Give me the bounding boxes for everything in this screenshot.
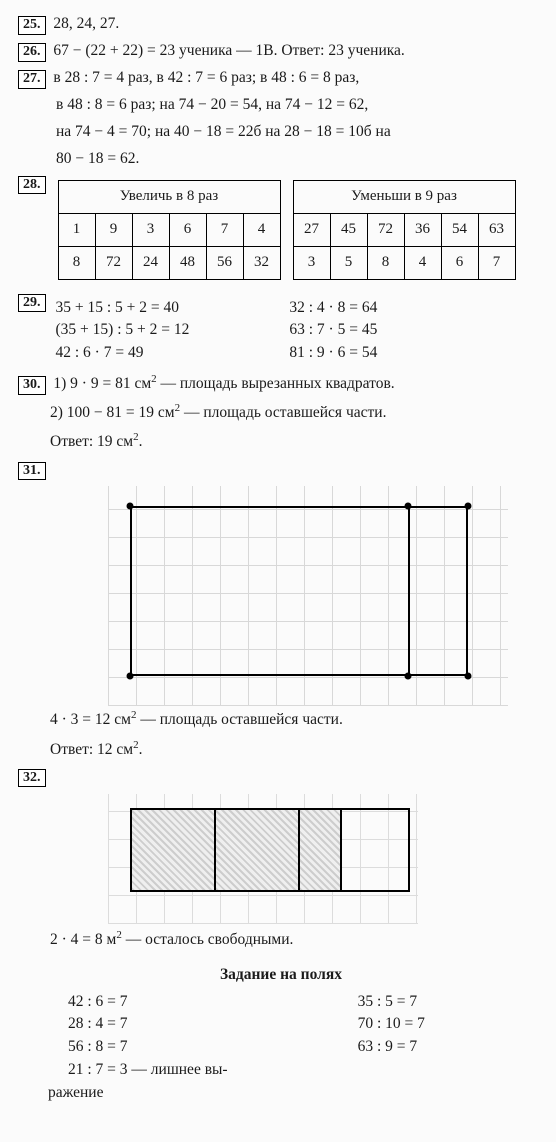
text: 4 · 3 = 12 см2 — площадь оставшейся част… bbox=[18, 708, 544, 731]
answer: Ответ: 19 см2. bbox=[18, 430, 544, 453]
table-cell: 1 bbox=[58, 213, 95, 246]
table-cell: 32 bbox=[243, 246, 280, 279]
table-cell: 3 bbox=[132, 213, 169, 246]
col-left: 42 : 6 = 728 : 4 = 756 : 8 = 721 : 7 = 3… bbox=[68, 992, 228, 1084]
problem-number: 29. bbox=[18, 294, 46, 313]
problem-28: 28. Увеличь в 8 раз 193674 87224485632 У… bbox=[18, 176, 544, 288]
problem-26: 26. 67 − (22 + 22) = 23 ученика — 1В. От… bbox=[18, 41, 544, 62]
table-decrease: Уменьши в 9 раз 274572365463 358467 bbox=[293, 180, 516, 280]
problem-27: 27. в 28 : 7 = 4 раз, в 42 : 7 = 6 раз; … bbox=[18, 68, 544, 89]
problem-number: 31. bbox=[18, 462, 46, 481]
diagram-32 bbox=[108, 794, 418, 924]
equation: 70 : 10 = 7 bbox=[358, 1014, 425, 1035]
table-cell: 3 bbox=[293, 246, 330, 279]
text: в 48 : 8 = 6 раз; на 74 − 20 = 54, на 74… bbox=[18, 95, 544, 116]
table-cell: 63 bbox=[478, 213, 515, 246]
equation: 63 : 7 · 5 = 45 bbox=[289, 320, 377, 341]
text: 67 − (22 + 22) = 23 ученика — 1В. Ответ:… bbox=[53, 42, 404, 59]
table-cell: 4 bbox=[404, 246, 441, 279]
equation: 35 : 5 = 7 bbox=[358, 992, 425, 1013]
vertex-dot bbox=[465, 673, 472, 680]
text: 2 · 4 = 8 м2 — осталось свободными. bbox=[18, 928, 544, 951]
table-cell: 27 bbox=[293, 213, 330, 246]
margin-heading: Задание на полях bbox=[18, 965, 544, 986]
table-cell: 54 bbox=[441, 213, 478, 246]
table-cell: 8 bbox=[58, 246, 95, 279]
shaded-cell bbox=[132, 810, 216, 890]
text: 80 − 18 = 62. bbox=[18, 149, 544, 170]
problem-30: 30. 1) 9 · 9 = 81 см2 — площадь вырезанн… bbox=[18, 372, 544, 395]
equation: 32 : 4 · 8 = 64 bbox=[289, 298, 377, 319]
problem-32: 32. bbox=[18, 767, 544, 788]
problem-number: 26. bbox=[18, 43, 46, 62]
table-cell: 6 bbox=[441, 246, 478, 279]
vertex-dot bbox=[127, 503, 134, 510]
text: в 28 : 7 = 4 раз, в 42 : 7 = 6 раз; в 48… bbox=[53, 69, 359, 86]
equation: 21 : 7 = 3 — лишнее вы- bbox=[68, 1060, 228, 1081]
empty-cell bbox=[342, 810, 408, 890]
vertex-dot bbox=[405, 503, 412, 510]
table-cell: 24 bbox=[132, 246, 169, 279]
problem-number: 28. bbox=[18, 176, 46, 195]
shaded-cell bbox=[300, 810, 342, 890]
table-cell: 72 bbox=[95, 246, 132, 279]
problem-25: 25. 28, 24, 27. bbox=[18, 14, 544, 35]
table-cell: 7 bbox=[478, 246, 515, 279]
equation: 42 : 6 · 7 = 49 bbox=[56, 343, 190, 364]
vertex-dot bbox=[127, 673, 134, 680]
col-left: 35 + 15 : 5 + 2 = 40(35 + 15) : 5 + 2 = … bbox=[56, 298, 190, 367]
col-right: 35 : 5 = 770 : 10 = 763 : 9 = 7 bbox=[358, 992, 425, 1084]
margin-columns: 42 : 6 = 728 : 4 = 756 : 8 = 721 : 7 = 3… bbox=[18, 992, 544, 1084]
shaded-cell bbox=[216, 810, 300, 890]
col-right: 32 : 4 · 8 = 6463 : 7 · 5 = 4581 : 9 · 6… bbox=[289, 298, 377, 367]
table-cell: 72 bbox=[367, 213, 404, 246]
equation: 28 : 4 = 7 bbox=[68, 1014, 228, 1035]
table-increase: Увеличь в 8 раз 193674 87224485632 bbox=[58, 180, 281, 280]
problem-number: 27. bbox=[18, 70, 46, 89]
equation: 35 + 15 : 5 + 2 = 40 bbox=[56, 298, 190, 319]
problem-29: 29. 35 + 15 : 5 + 2 = 40(35 + 15) : 5 + … bbox=[18, 294, 544, 367]
table-head: Уменьши в 9 раз bbox=[293, 180, 515, 213]
equation: (35 + 15) : 5 + 2 = 12 bbox=[56, 320, 190, 341]
table-cell: 36 bbox=[404, 213, 441, 246]
equation: 63 : 9 = 7 bbox=[358, 1037, 425, 1058]
answer: Ответ: 12 см2. bbox=[18, 738, 544, 761]
table-cell: 9 bbox=[95, 213, 132, 246]
equation: 56 : 8 = 7 bbox=[68, 1037, 228, 1058]
table-head: Увеличь в 8 раз bbox=[58, 180, 280, 213]
problem-number: 32. bbox=[18, 769, 46, 788]
tables: Увеличь в 8 раз 193674 87224485632 Умень… bbox=[58, 180, 516, 280]
table-cell: 7 bbox=[206, 213, 243, 246]
text: ражение bbox=[18, 1083, 544, 1104]
problem-number: 25. bbox=[18, 16, 46, 35]
equation: 42 : 6 = 7 bbox=[68, 992, 228, 1013]
text: на 74 − 4 = 70; на 40 − 18 = 22б на 28 −… bbox=[18, 122, 544, 143]
table-cell: 8 bbox=[367, 246, 404, 279]
table-cell: 6 bbox=[169, 213, 206, 246]
text: 1) 9 · 9 = 81 см2 — площадь вырезанных к… bbox=[53, 375, 394, 392]
table-cell: 48 bbox=[169, 246, 206, 279]
table-cell: 4 bbox=[243, 213, 280, 246]
vertex-dot bbox=[405, 673, 412, 680]
equation: 81 : 9 · 6 = 54 bbox=[289, 343, 377, 364]
diagram-31 bbox=[108, 486, 508, 706]
text: 28, 24, 27. bbox=[53, 15, 119, 32]
table-cell: 5 bbox=[330, 246, 367, 279]
equation-columns: 35 + 15 : 5 + 2 = 40(35 + 15) : 5 + 2 = … bbox=[56, 298, 378, 367]
vertex-dot bbox=[465, 503, 472, 510]
problem-number: 30. bbox=[18, 376, 46, 395]
outer-rect bbox=[130, 808, 410, 892]
problem-31: 31. bbox=[18, 460, 544, 481]
table-cell: 45 bbox=[330, 213, 367, 246]
table-cell: 56 bbox=[206, 246, 243, 279]
text: 2) 100 − 81 = 19 см2 — площадь оставшейс… bbox=[18, 401, 544, 424]
inner-rect bbox=[408, 506, 468, 676]
